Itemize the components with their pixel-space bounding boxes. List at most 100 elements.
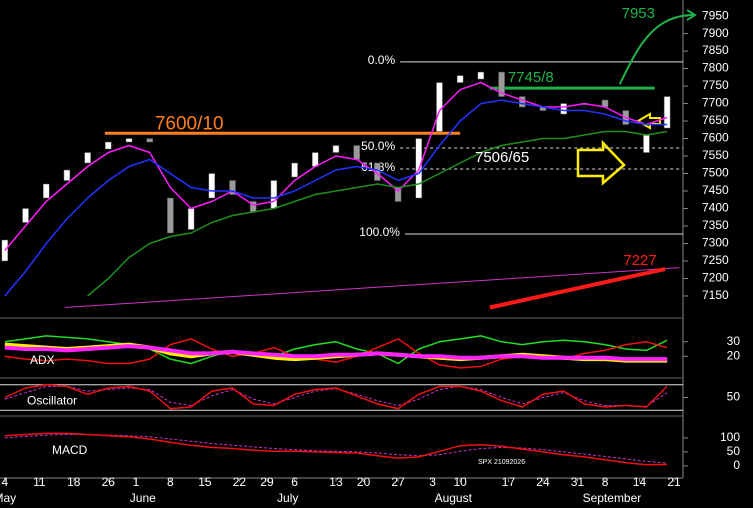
y-tick-label: 7900: [702, 26, 729, 40]
y-tick-label: 7750: [702, 78, 729, 92]
y-tick-label: 7950: [702, 8, 729, 22]
candle: [332, 145, 340, 153]
x-tick-label: 17: [502, 475, 516, 489]
candle: [560, 103, 567, 115]
y-tick-label: 7450: [702, 183, 729, 197]
trend-label: 7227: [623, 252, 656, 269]
series-line: [4, 434, 668, 464]
month-label: May: [0, 491, 16, 505]
y-tick-label: 7800: [702, 61, 729, 75]
resistance-label: 7600/10: [155, 113, 224, 134]
arrow: [576, 139, 626, 186]
x-tick-label: 22: [233, 475, 247, 489]
x-tick-label: 3: [429, 475, 436, 489]
x-tick-label: 4: [1, 475, 8, 489]
candle: [456, 75, 464, 83]
x-tick-label: 31: [571, 475, 585, 489]
y-tick-label: 7500: [702, 166, 729, 180]
x-tick-label: 26: [102, 475, 116, 489]
target-arrow: [618, 14, 694, 85]
series-line: [4, 432, 668, 466]
y-tick-label: 0: [733, 458, 740, 472]
month-label: July: [277, 491, 298, 505]
x-tick-label: 1: [133, 475, 140, 489]
x-tick-label: 14: [633, 475, 647, 489]
y-tick-label: 7650: [702, 113, 729, 127]
x-tick-label: 8: [167, 475, 174, 489]
x-tick-label: 10: [453, 475, 467, 489]
candle: [187, 208, 195, 230]
x-tick-label: 6: [291, 475, 298, 489]
candle: [498, 71, 505, 97]
candle: [643, 134, 650, 153]
candle: [270, 180, 278, 209]
series-line: [4, 384, 668, 410]
trend-line: [489, 267, 666, 310]
month-label: June: [130, 491, 156, 505]
note: 7506/65: [475, 149, 529, 166]
x-tick-label: 15: [198, 475, 212, 489]
candle: [22, 208, 29, 223]
x-tick-label: 8: [602, 475, 609, 489]
candle: [436, 82, 443, 132]
x-tick-label: 20: [357, 475, 371, 489]
y-tick-label: 100: [720, 430, 740, 444]
candle: [84, 152, 91, 164]
candle: [105, 141, 112, 150]
x-tick-label: 21: [667, 475, 681, 489]
series-line: [4, 335, 668, 365]
y-tick-label: 7400: [702, 201, 729, 215]
panel-label: Oscillator: [27, 394, 77, 408]
candle: [125, 138, 133, 143]
y-tick-label: 7350: [702, 218, 729, 232]
x-tick-label: 24: [536, 475, 550, 489]
candle: [291, 162, 298, 178]
candle: [477, 71, 485, 80]
fib-label: 0.0%: [368, 53, 396, 67]
fib-label: 100.0%: [359, 225, 400, 239]
candle: [229, 180, 236, 195]
x-tick-label: 13: [329, 475, 343, 489]
target-arrowhead: [686, 9, 697, 21]
candle: [167, 197, 174, 234]
month-label: September: [583, 491, 642, 505]
stamp: SPX 21092026: [478, 459, 525, 466]
candle: [146, 138, 153, 143]
panel-label: ADX: [30, 353, 55, 367]
y-tick-label: 7850: [702, 43, 729, 57]
trend-line: [64, 267, 680, 309]
fib-label: 50.0%: [361, 139, 395, 153]
y-tick-label: 7300: [702, 236, 729, 250]
y-tick-label: 30: [727, 334, 741, 348]
y-tick-label: 7700: [702, 96, 729, 110]
y-tick-label: 50: [727, 390, 741, 404]
candle: [312, 152, 319, 167]
month-label: August: [435, 491, 473, 505]
candle: [42, 183, 50, 199]
candle: [353, 145, 360, 160]
series-line: [4, 99, 668, 297]
y-tick-label: 7600: [702, 131, 729, 145]
x-tick-label: 27: [391, 475, 405, 489]
x-tick-label: 18: [67, 475, 81, 489]
x-tick-label: 11: [33, 475, 46, 489]
panel-label: MACD: [52, 443, 88, 457]
candle: [63, 169, 71, 181]
candle: [663, 96, 671, 129]
target-label: 7953: [622, 5, 655, 22]
candle: [208, 173, 216, 199]
y-tick-label: 50: [727, 444, 741, 458]
series-line: [87, 130, 668, 297]
arrow: [636, 112, 661, 130]
y-tick-label: 7550: [702, 148, 729, 162]
x-tick-label: 29: [260, 475, 274, 489]
resistance-label: 7745/8: [508, 69, 554, 86]
y-tick-label: 7200: [702, 271, 729, 285]
series-line: [4, 81, 668, 251]
y-tick-label: 7150: [702, 288, 729, 302]
candle: [519, 96, 526, 108]
y-tick-label: 7250: [702, 253, 729, 267]
series-line: [4, 344, 668, 362]
